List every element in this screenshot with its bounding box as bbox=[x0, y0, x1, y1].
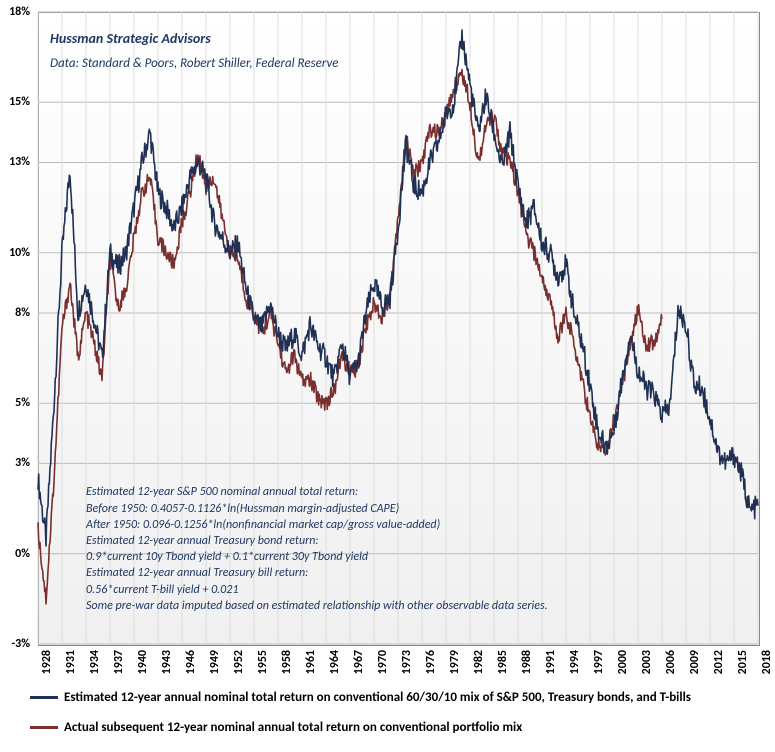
y-tick-label: 18% bbox=[0, 5, 30, 19]
x-tick-label: 1985 bbox=[496, 650, 510, 680]
legend-swatch-actual bbox=[30, 726, 58, 729]
footnote-line: 0.9*current 10y Tbond yield + 0.1*curren… bbox=[86, 549, 706, 565]
legend-item-actual: Actual subsequent 12-year nominal annual… bbox=[30, 720, 522, 735]
x-tick-label: 1955 bbox=[256, 650, 270, 680]
footnote-line: After 1950: 0.096-0.1256*ln(nonfinancial… bbox=[86, 517, 706, 533]
x-tick-label: 1976 bbox=[424, 650, 438, 680]
legend-label-actual: Actual subsequent 12-year nominal annual… bbox=[64, 720, 522, 735]
x-tick-label: 2000 bbox=[616, 650, 630, 680]
legend-label-estimated: Estimated 12-year annual nominal total r… bbox=[64, 690, 691, 705]
footnote-line: Estimated 12-year annual Treasury bill r… bbox=[86, 565, 706, 581]
x-tick-label: 2018 bbox=[760, 650, 774, 680]
x-tick-label: 1946 bbox=[184, 650, 198, 680]
x-tick-label: 1982 bbox=[472, 650, 486, 680]
x-tick-label: 1967 bbox=[352, 650, 366, 680]
x-tick-label: 1973 bbox=[400, 650, 414, 680]
y-tick-label: 5% bbox=[0, 396, 30, 410]
y-tick-label: 8% bbox=[0, 306, 30, 320]
x-tick-label: 2009 bbox=[688, 650, 702, 680]
x-tick-label: 1991 bbox=[544, 650, 558, 680]
footnote-block: Estimated 12-year S&P 500 nominal annual… bbox=[86, 484, 706, 614]
x-tick-label: 1928 bbox=[40, 650, 54, 680]
x-tick-label: 1949 bbox=[208, 650, 222, 680]
x-tick-label: 2012 bbox=[712, 650, 726, 680]
y-tick-label: 3% bbox=[0, 456, 30, 470]
y-tick-label: 0% bbox=[0, 547, 30, 561]
footnote-line: Estimated 12-year annual Treasury bond r… bbox=[86, 533, 706, 549]
x-tick-label: 1940 bbox=[136, 650, 150, 680]
x-tick-label: 1952 bbox=[232, 650, 246, 680]
x-tick-label: 2015 bbox=[736, 650, 750, 680]
x-tick-label: 1994 bbox=[568, 650, 582, 680]
legend-item-estimated: Estimated 12-year annual nominal total r… bbox=[30, 690, 691, 705]
x-tick-label: 1979 bbox=[448, 650, 462, 680]
y-tick-label: 10% bbox=[0, 246, 30, 260]
y-tick-label: -3% bbox=[0, 637, 30, 651]
footnote-line: Estimated 12-year S&P 500 nominal annual… bbox=[86, 484, 706, 500]
chart-container: Hussman Strategic Advisors Data: Standar… bbox=[0, 0, 775, 752]
x-tick-label: 1988 bbox=[520, 650, 534, 680]
x-tick-label: 1943 bbox=[160, 650, 174, 680]
footnote-line: Before 1950: 0.4057-0.1126*ln(Hussman ma… bbox=[86, 501, 706, 517]
chart-title: Hussman Strategic Advisors bbox=[50, 30, 211, 47]
x-tick-label: 1937 bbox=[112, 650, 126, 680]
y-tick-label: 13% bbox=[0, 155, 30, 169]
y-tick-label: 15% bbox=[0, 95, 30, 109]
x-tick-label: 1934 bbox=[88, 650, 102, 680]
x-tick-label: 2003 bbox=[640, 650, 654, 680]
data-lines-layer bbox=[0, 0, 775, 752]
footnote-line: 0.56*current T-bill yield + 0.021 bbox=[86, 582, 706, 598]
x-tick-label: 1958 bbox=[280, 650, 294, 680]
x-tick-label: 1961 bbox=[304, 650, 318, 680]
x-tick-label: 1931 bbox=[64, 650, 78, 680]
x-tick-label: 1964 bbox=[328, 650, 342, 680]
x-tick-label: 2006 bbox=[664, 650, 678, 680]
legend-swatch-estimated bbox=[30, 696, 58, 699]
chart-subtitle: Data: Standard & Poors, Robert Shiller, … bbox=[50, 56, 338, 71]
footnote-line: Some pre-war data imputed based on estim… bbox=[86, 598, 706, 614]
x-tick-label: 1997 bbox=[592, 650, 606, 680]
x-tick-label: 1970 bbox=[376, 650, 390, 680]
